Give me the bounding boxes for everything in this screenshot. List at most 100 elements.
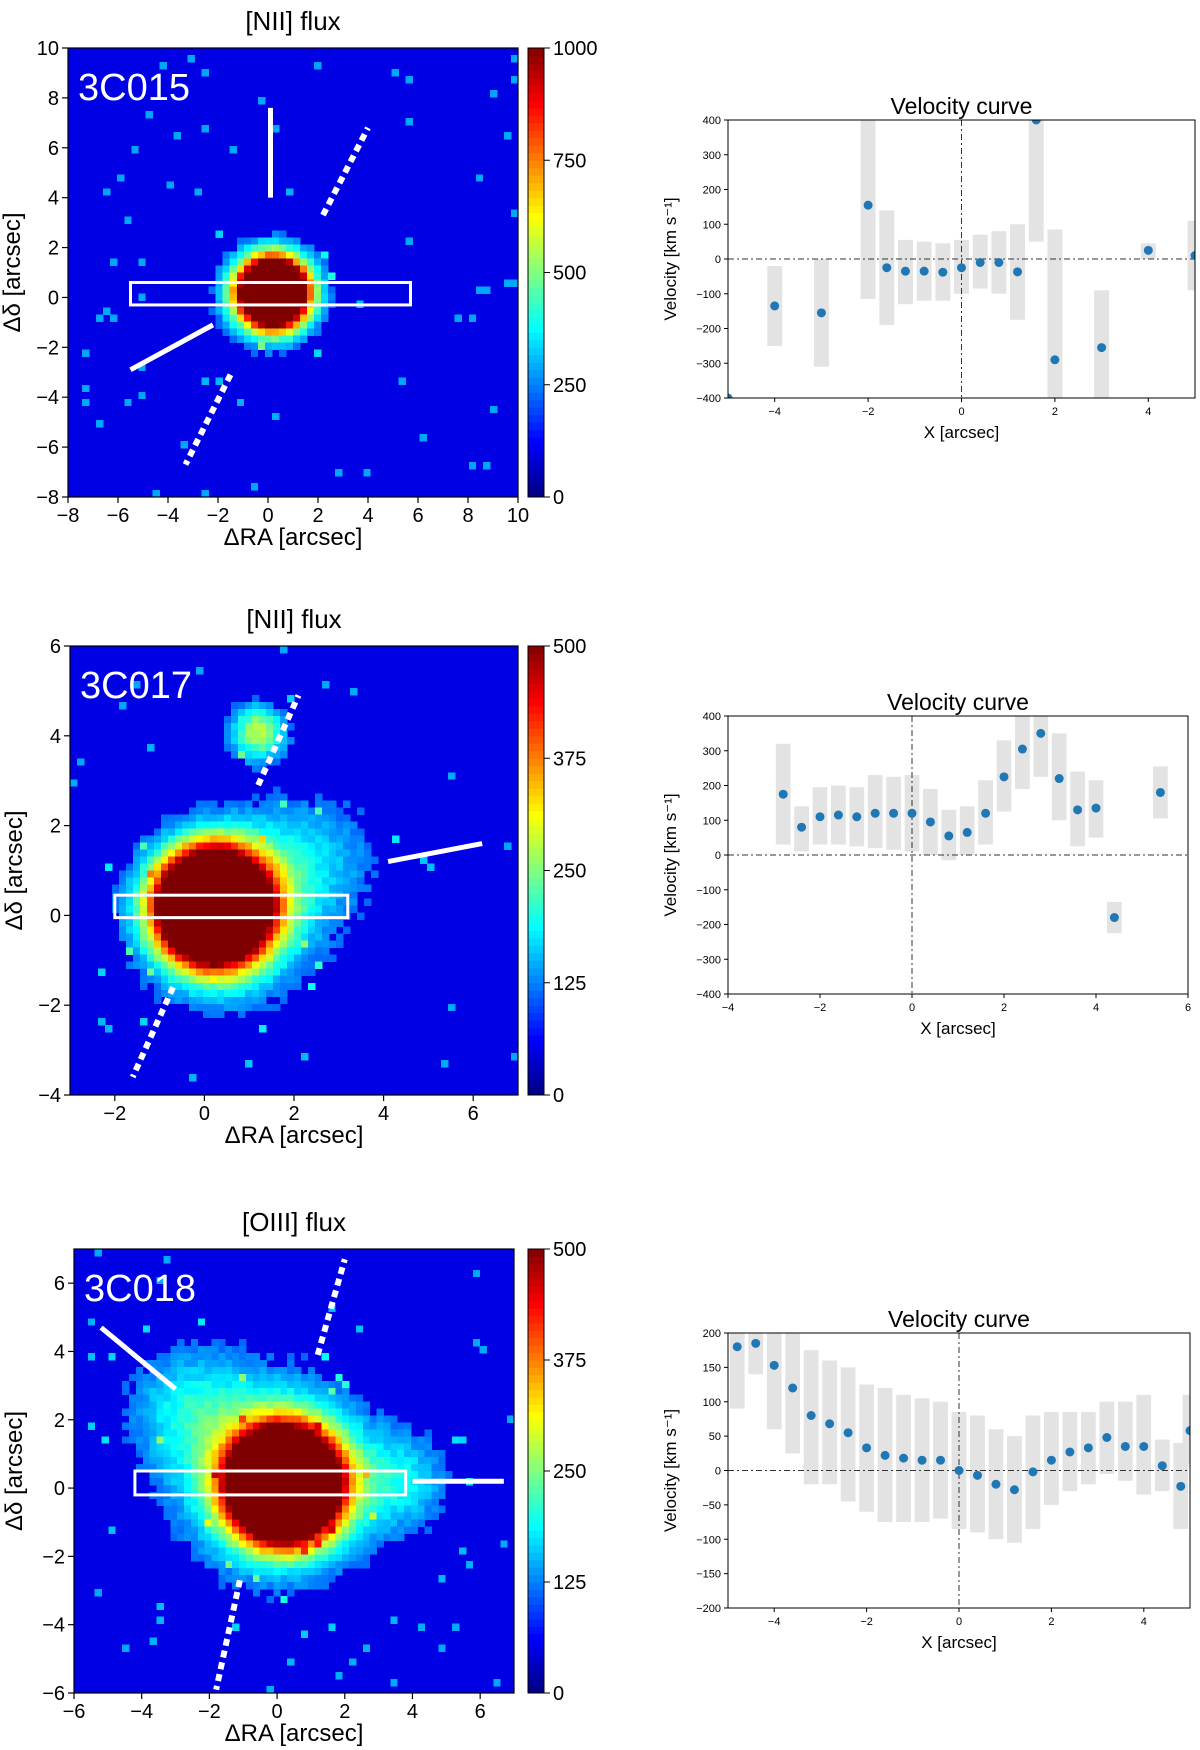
source-label: 3C018 (84, 1268, 196, 1310)
y-axis-label: Velocity [km s⁻¹] (661, 197, 680, 320)
x-tick-label: −2 (198, 1701, 221, 1723)
dashed-axis-line-2 (314, 1258, 348, 1356)
y-tick-label: 0 (50, 905, 61, 927)
data-point (889, 808, 899, 818)
data-point (1185, 1426, 1190, 1436)
x-tick-label: 4 (1141, 1616, 1147, 1628)
data-point (806, 1411, 816, 1420)
data-point (957, 263, 966, 273)
data-point (1143, 245, 1153, 255)
data-point (778, 789, 788, 799)
data-point (1157, 1461, 1167, 1471)
data-point (919, 266, 929, 276)
y-tick-label: 4 (48, 188, 59, 210)
y-tick-label: 400 (703, 115, 721, 127)
colorbar-tick-label: 500 (553, 1239, 586, 1261)
x-tick-label: −6 (63, 1701, 86, 1723)
data-point (825, 1419, 835, 1429)
colorbar-tick-label: 375 (553, 1350, 586, 1372)
plot-area (728, 716, 1188, 994)
y-tick-label: −100 (696, 885, 721, 897)
error-bar (1033, 716, 1049, 777)
y-tick-label: −4 (42, 1615, 65, 1637)
y-tick-label: −300 (696, 954, 721, 966)
y-tick-label: 0 (715, 850, 721, 862)
data-point (975, 257, 985, 267)
x-tick-label: 0 (262, 505, 273, 527)
y-tick-label: 300 (703, 150, 721, 162)
data-point (769, 1360, 779, 1370)
x-tick-label: 6 (1185, 1002, 1191, 1014)
plot-area (728, 1333, 1190, 1608)
colorbar-tick-label: 250 (553, 861, 586, 883)
chart-title: [NII] flux (245, 6, 340, 36)
data-point (1097, 343, 1107, 353)
data-point (770, 301, 780, 311)
y-tick-label: −400 (696, 393, 721, 405)
data-point (972, 1470, 982, 1480)
data-point (962, 827, 972, 837)
dashed-axis-line-1 (255, 694, 302, 787)
3c017-velocity-panel: −4 −2 0 2 4 6 −400 −300 −200 −100 0 100 200 300 400 Vel… (661, 689, 1191, 1038)
data-point (833, 810, 843, 820)
x-tick-label: 6 (475, 1701, 486, 1723)
data-point (999, 772, 1009, 782)
data-point (994, 257, 1004, 267)
data-point (991, 1479, 1001, 1489)
data-point (728, 393, 733, 398)
x-tick-label: −6 (107, 505, 130, 527)
x-tick-label: 0 (956, 1616, 962, 1628)
y-tick-label: −100 (696, 289, 721, 301)
data-point (954, 1466, 964, 1475)
slit-box (113, 893, 350, 920)
x-tick-label: −4 (157, 505, 180, 527)
y-tick-label: −300 (696, 358, 721, 370)
y-tick-label: −4 (38, 1085, 61, 1107)
x-tick-label: −2 (862, 406, 875, 418)
y-tick-label: −8 (36, 487, 59, 509)
3c018-flux-panel: 3C018 −6 −4 −2 0 2 4 6 −6 −4 −2 0 2 4 6 [OIII] flux ΔRA … (1, 1207, 586, 1747)
solid-axis-line-0 (99, 1325, 178, 1391)
x-tick-label: 10 (507, 505, 529, 527)
y-tick-label: 0 (715, 254, 721, 266)
dashed-axis-line-3 (182, 373, 234, 466)
x-tick-label: 0 (909, 1002, 915, 1014)
data-point (788, 1383, 798, 1393)
data-point (797, 822, 807, 832)
y-tick-label: 300 (703, 746, 721, 758)
y-tick-label: −200 (696, 324, 721, 336)
y-tick-label: 150 (703, 1362, 721, 1374)
x-tick-label: 0 (199, 1103, 210, 1125)
data-point (1120, 1441, 1130, 1451)
colorbar-tick-label: 0 (553, 1683, 564, 1705)
y-tick-label: −100 (696, 1534, 721, 1546)
y-tick-label: 100 (703, 219, 721, 231)
x-axis-label: ΔRA [arcsec] (225, 1720, 364, 1747)
y-tick-label: 200 (703, 781, 721, 793)
y-tick-label: 0 (715, 1466, 721, 1478)
data-point (1155, 787, 1165, 797)
solid-axis-line-1 (129, 322, 215, 372)
data-point (862, 1443, 872, 1453)
colorbar-tick-label: 0 (553, 487, 564, 509)
data-point (1009, 1485, 1019, 1495)
y-tick-label: 100 (703, 815, 721, 827)
data-point (1083, 1443, 1093, 1453)
x-tick-label: −4 (768, 1616, 781, 1628)
data-point (815, 812, 825, 822)
y-tick-label: −150 (696, 1569, 721, 1581)
colorbar: 0 250 500 750 1000 (527, 38, 598, 509)
data-point (816, 308, 826, 318)
y-tick-label: −2 (42, 1546, 65, 1568)
3c018-velocity-panel: −4 −2 0 2 4 −200 −150 −100 −50 0 50 100 150 200 Veloci… (661, 1306, 1191, 1652)
x-tick-label: 2 (288, 1103, 299, 1125)
y-tick-label: 6 (48, 138, 59, 160)
x-tick-label: −8 (57, 505, 80, 527)
data-point (1091, 803, 1101, 813)
x-tick-label: 6 (468, 1103, 479, 1125)
y-tick-label: 2 (48, 238, 59, 260)
data-point (900, 266, 910, 276)
x-tick-label: 2 (339, 1701, 350, 1723)
colorbar-tick-label: 1000 (553, 38, 598, 60)
y-tick-label: 0 (54, 1478, 65, 1500)
